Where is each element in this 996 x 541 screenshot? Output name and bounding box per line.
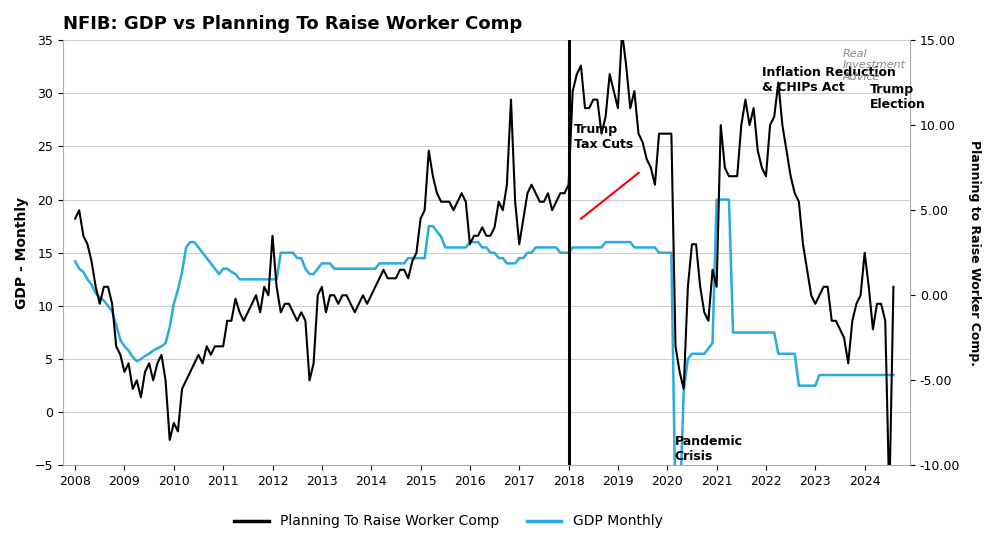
Text: Pandemic
Crisis: Pandemic Crisis <box>674 435 743 463</box>
Y-axis label: GDP - Monthly: GDP - Monthly <box>15 197 29 309</box>
Text: Trump
Tax Cuts: Trump Tax Cuts <box>574 123 632 151</box>
Text: Trump
Election: Trump Election <box>870 83 925 111</box>
Legend: Planning To Raise Worker Comp, GDP Monthly: Planning To Raise Worker Comp, GDP Month… <box>228 509 668 534</box>
Y-axis label: Planning to Raise Worker Comp.: Planning to Raise Worker Comp. <box>968 140 981 366</box>
Text: NFIB: GDP vs Planning To Raise Worker Comp: NFIB: GDP vs Planning To Raise Worker Co… <box>63 15 522 33</box>
Text: Real
Investment
Advice: Real Investment Advice <box>843 49 905 82</box>
Text: Inflation Reduction
& CHIPs Act: Inflation Reduction & CHIPs Act <box>762 65 896 94</box>
